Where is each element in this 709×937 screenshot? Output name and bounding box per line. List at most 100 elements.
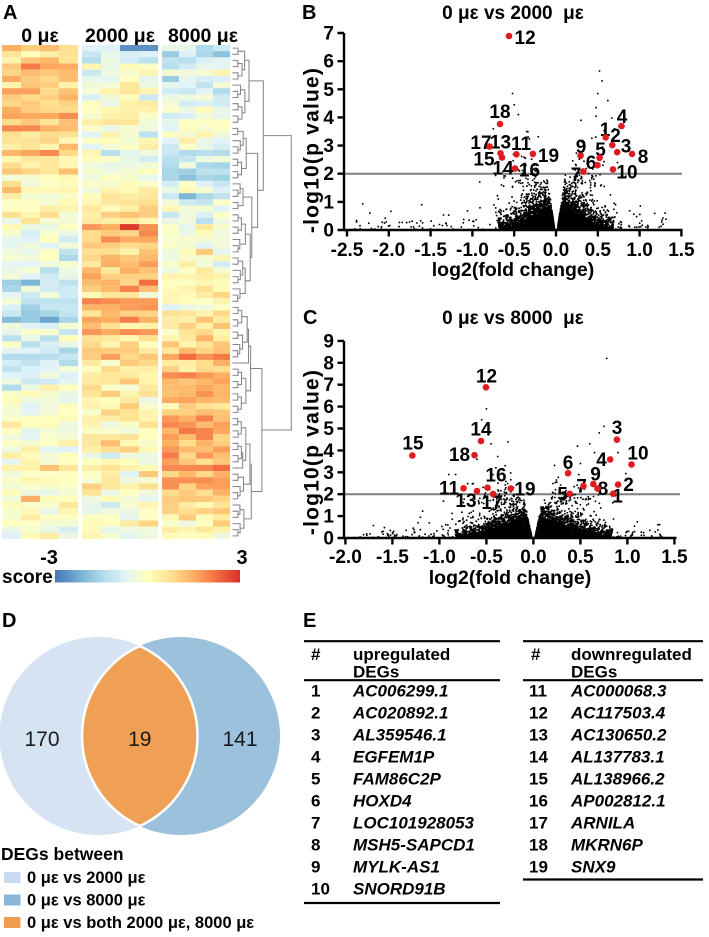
svg-text:AP002812.1: AP002812.1 xyxy=(570,792,666,811)
svg-text:downregulated: downregulated xyxy=(571,645,692,664)
svg-text:EGFEM1P: EGFEM1P xyxy=(353,748,435,767)
svg-text:score: score xyxy=(2,567,53,588)
svg-text:13: 13 xyxy=(455,491,476,512)
svg-text:-1.0: -1.0 xyxy=(423,547,456,568)
svg-text:AC000068.3: AC000068.3 xyxy=(570,682,667,701)
svg-text:E: E xyxy=(303,610,316,632)
svg-text:C: C xyxy=(303,307,317,329)
svg-text:1.0: 1.0 xyxy=(626,240,652,261)
svg-text:19: 19 xyxy=(529,858,548,877)
svg-text:12: 12 xyxy=(529,704,548,723)
svg-text:1.0: 1.0 xyxy=(614,547,640,568)
svg-text:log2(fold change): log2(fold change) xyxy=(429,567,592,589)
svg-text:D: D xyxy=(2,610,16,632)
svg-text:0.0: 0.0 xyxy=(520,547,546,568)
svg-text:5: 5 xyxy=(323,80,334,101)
svg-text:SNORD91B: SNORD91B xyxy=(353,880,446,899)
svg-text:3: 3 xyxy=(323,136,334,157)
svg-text:8: 8 xyxy=(638,147,649,168)
svg-text:LOC101928053: LOC101928053 xyxy=(353,814,475,833)
svg-text:2: 2 xyxy=(623,475,634,496)
svg-text:4: 4 xyxy=(617,107,628,128)
svg-text:15: 15 xyxy=(529,770,548,789)
svg-text:4: 4 xyxy=(323,108,334,129)
svg-text:12: 12 xyxy=(476,367,497,388)
svg-text:15: 15 xyxy=(402,434,424,455)
svg-text:1: 1 xyxy=(612,487,623,508)
svg-text:9: 9 xyxy=(311,858,320,877)
svg-text:3: 3 xyxy=(236,547,247,569)
svg-text:13: 13 xyxy=(529,726,548,745)
svg-text:0 με vs 8000 με: 0 με vs 8000 με xyxy=(27,892,146,910)
svg-text:11: 11 xyxy=(511,134,532,155)
svg-text:-1.5: -1.5 xyxy=(376,547,409,568)
svg-text:2000 με: 2000 με xyxy=(85,25,155,47)
svg-text:12: 12 xyxy=(515,28,536,49)
svg-text:#: # xyxy=(531,645,541,664)
svg-text:9: 9 xyxy=(323,331,334,352)
svg-text:1: 1 xyxy=(311,682,320,701)
svg-text:AL137783.1: AL137783.1 xyxy=(570,748,665,767)
svg-text:8: 8 xyxy=(311,836,320,855)
svg-text:AL359546.1: AL359546.1 xyxy=(352,726,447,745)
svg-text:FAM86C2P: FAM86C2P xyxy=(353,770,442,789)
svg-text:ARNILA: ARNILA xyxy=(570,814,635,833)
svg-text:141: 141 xyxy=(222,728,257,751)
svg-text:8: 8 xyxy=(323,353,334,374)
svg-text:0.5: 0.5 xyxy=(567,547,594,568)
svg-text:19: 19 xyxy=(514,480,535,501)
svg-text:19: 19 xyxy=(538,146,559,167)
svg-text:5: 5 xyxy=(323,419,334,440)
svg-text:9: 9 xyxy=(590,465,601,486)
svg-text:14: 14 xyxy=(529,748,548,767)
svg-text:0 με vs 2000 με: 0 με vs 2000 με xyxy=(27,869,146,887)
svg-text:DEGs between: DEGs between xyxy=(1,844,124,864)
svg-text:6: 6 xyxy=(323,397,334,418)
svg-text:0 με vs 8000 με: 0 με vs 8000 με xyxy=(442,308,584,329)
svg-text:5: 5 xyxy=(595,140,606,161)
svg-text:AC130650.2: AC130650.2 xyxy=(570,726,667,745)
svg-text:6: 6 xyxy=(323,52,334,73)
svg-text:DEGs: DEGs xyxy=(353,663,399,682)
svg-text:13: 13 xyxy=(490,133,511,154)
svg-text:2: 2 xyxy=(610,126,621,147)
svg-text:6: 6 xyxy=(563,453,574,474)
svg-text:A: A xyxy=(3,2,17,24)
svg-text:0 με vs both 2000 με, 8000 με: 0 με vs both 2000 με, 8000 με xyxy=(27,914,254,932)
svg-text:#: # xyxy=(311,645,321,664)
svg-text:17: 17 xyxy=(481,493,502,514)
svg-text:AC006299.1: AC006299.1 xyxy=(352,682,448,701)
svg-text:10: 10 xyxy=(311,880,330,899)
svg-text:7: 7 xyxy=(323,24,334,45)
svg-text:-log10(p value): -log10(p value) xyxy=(301,67,324,233)
svg-text:0 με: 0 με xyxy=(21,25,58,47)
svg-text:3: 3 xyxy=(311,726,320,745)
svg-text:2: 2 xyxy=(323,164,334,185)
svg-text:3: 3 xyxy=(621,137,632,158)
svg-text:2: 2 xyxy=(311,704,320,723)
svg-text:16: 16 xyxy=(485,466,506,487)
svg-text:upregulated: upregulated xyxy=(353,645,450,664)
svg-text:3: 3 xyxy=(323,463,334,484)
svg-text:DEGs: DEGs xyxy=(571,663,617,682)
svg-text:5: 5 xyxy=(557,485,568,506)
svg-text:1.5: 1.5 xyxy=(661,547,688,568)
svg-text:2: 2 xyxy=(323,485,334,506)
svg-text:1: 1 xyxy=(600,120,611,141)
svg-text:log2(fold change): log2(fold change) xyxy=(432,259,595,281)
svg-text:4: 4 xyxy=(311,748,321,767)
svg-text:MYLK-AS1: MYLK-AS1 xyxy=(353,858,440,877)
svg-text:AC117503.4: AC117503.4 xyxy=(570,704,666,723)
svg-text:-1.5: -1.5 xyxy=(414,240,447,261)
svg-text:170: 170 xyxy=(24,728,59,751)
svg-text:4: 4 xyxy=(596,450,607,471)
svg-text:8: 8 xyxy=(598,479,609,500)
svg-text:0.0: 0.0 xyxy=(543,240,569,261)
svg-text:B: B xyxy=(302,2,316,24)
svg-text:-2.0: -2.0 xyxy=(329,547,362,568)
svg-text:10: 10 xyxy=(627,444,648,465)
svg-text:-0.5: -0.5 xyxy=(470,547,503,568)
svg-text:0: 0 xyxy=(323,221,334,242)
svg-text:17: 17 xyxy=(470,133,491,154)
svg-text:14: 14 xyxy=(470,420,492,441)
